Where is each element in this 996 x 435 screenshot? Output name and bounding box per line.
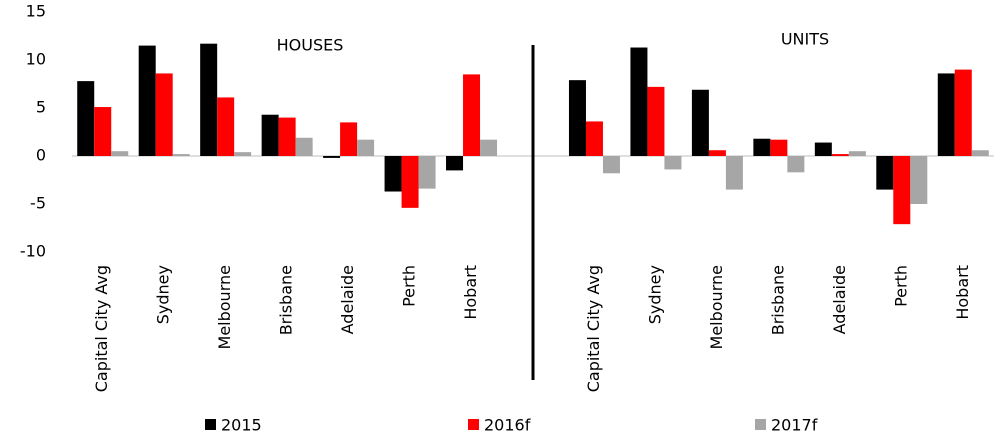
- bar: [814, 142, 832, 156]
- bar: [664, 156, 682, 170]
- bar: [278, 117, 296, 156]
- x-tick-label: Adelaide: [830, 265, 849, 334]
- legend-label: 2016f: [484, 416, 531, 435]
- bar: [568, 80, 586, 156]
- bar: [418, 156, 436, 189]
- bar: [787, 156, 805, 173]
- legend-swatch: [468, 419, 479, 430]
- bar: [463, 74, 481, 156]
- annotation: UNITS: [781, 30, 829, 49]
- bar: [217, 97, 235, 156]
- y-tick-label: 10: [26, 50, 46, 69]
- y-tick-label: -10: [20, 242, 46, 261]
- bar: [770, 139, 788, 156]
- bar: [602, 156, 620, 174]
- x-tick-label: Perth: [891, 265, 910, 307]
- bar: [753, 138, 771, 156]
- bar: [323, 156, 341, 158]
- x-tick-label: Capital City Avg: [92, 265, 111, 392]
- bar: [200, 43, 218, 156]
- bar: [937, 73, 955, 156]
- bar: [910, 156, 928, 204]
- bar: [295, 137, 313, 156]
- x-tick-label: Capital City Avg: [584, 265, 603, 392]
- x-tick-label: Melbourne: [707, 265, 726, 349]
- bar: [630, 47, 648, 156]
- legend-label: 2015: [221, 416, 262, 435]
- x-tick-label: Hobart: [953, 265, 972, 320]
- bar: [647, 86, 665, 156]
- y-tick-label: -5: [30, 194, 46, 213]
- bar: [585, 121, 603, 156]
- x-tick-label: Adelaide: [338, 265, 357, 334]
- bar: [708, 150, 726, 156]
- bar: [155, 73, 173, 156]
- bar: [172, 154, 190, 156]
- bar: [971, 150, 989, 156]
- bar: [691, 89, 709, 156]
- bar: [384, 156, 402, 192]
- y-tick-label: 15: [26, 2, 46, 21]
- x-tick-label: Perth: [400, 265, 419, 307]
- bar: [848, 151, 866, 156]
- bar: [401, 156, 419, 208]
- bar: [893, 156, 911, 225]
- legend-label: 2017f: [771, 416, 818, 435]
- x-tick-label: Sydney: [645, 265, 664, 324]
- bar: [234, 152, 252, 156]
- annotation: HOUSES: [277, 36, 344, 55]
- x-tick-label: Hobart: [461, 265, 480, 320]
- legend-swatch: [755, 419, 766, 430]
- bar: [446, 156, 464, 171]
- legend-swatch: [205, 419, 216, 430]
- x-tick-label: Brisbane: [768, 265, 787, 335]
- bar: [357, 139, 375, 156]
- bar: [725, 156, 743, 190]
- bar: [876, 156, 894, 190]
- bar: [954, 69, 972, 156]
- y-tick-label: 5: [36, 98, 46, 117]
- bar: [77, 81, 95, 156]
- y-tick-label: 0: [36, 146, 46, 165]
- x-tick-label: Sydney: [154, 265, 173, 324]
- bar: [340, 122, 358, 156]
- bar: [261, 114, 279, 156]
- bar: [138, 45, 156, 156]
- bar: [94, 107, 112, 156]
- bar: [831, 154, 849, 156]
- bar: [111, 151, 129, 156]
- x-tick-label: Brisbane: [277, 265, 296, 335]
- x-tick-label: Melbourne: [215, 265, 234, 349]
- bar: [480, 139, 498, 156]
